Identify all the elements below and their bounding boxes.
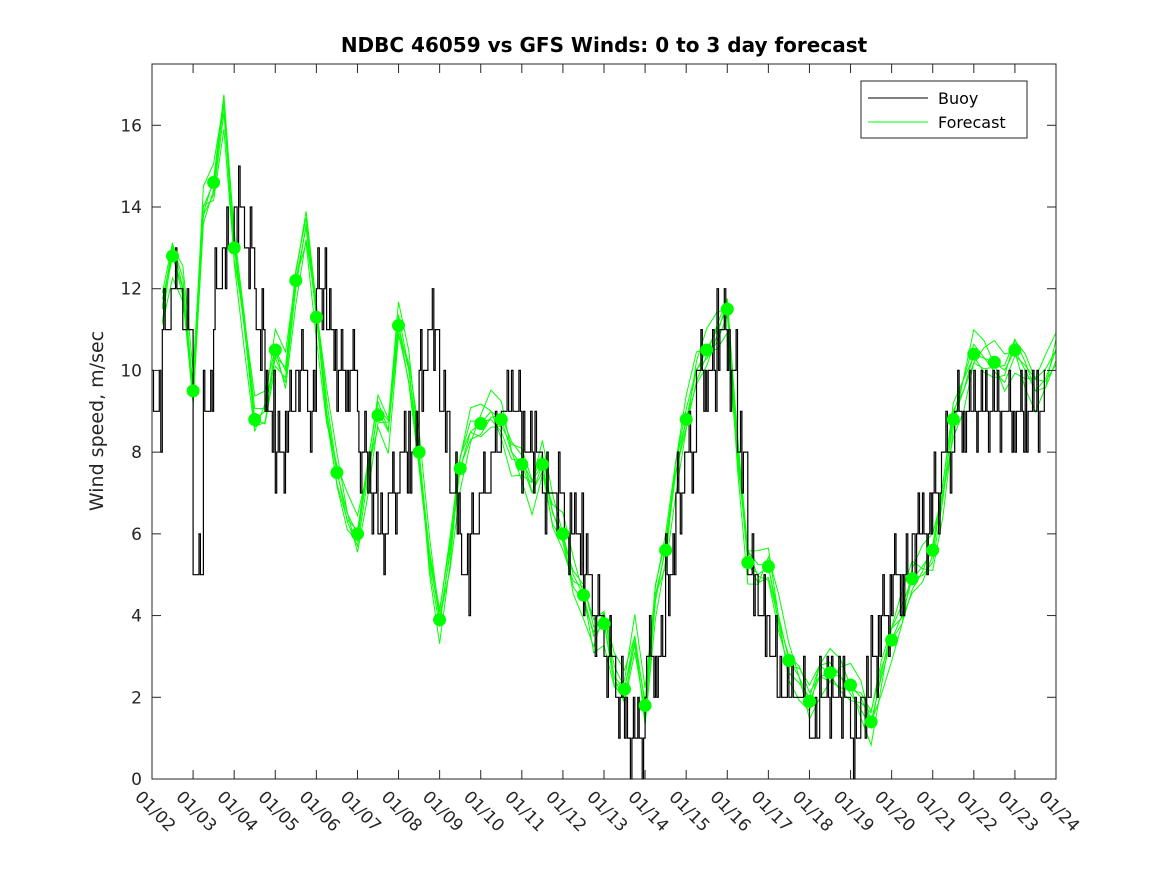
legend-buoy-label: Buoy (938, 89, 978, 108)
legend: Buoy Forecast (860, 80, 1028, 139)
forecast-marker (720, 302, 734, 316)
forecast-marker (741, 556, 755, 569)
forecast-marker (823, 666, 837, 680)
forecast-marker (844, 678, 857, 692)
forecast-marker (782, 654, 796, 667)
forecast-marker (597, 617, 611, 631)
forecast-marker (946, 413, 960, 426)
forecast-marker (494, 413, 508, 426)
y-axis-label: Wind speed, m/sec (86, 331, 108, 511)
forecast-marker (289, 274, 303, 287)
forecast-marker (186, 384, 200, 398)
forecast-marker (515, 457, 529, 471)
forecast-marker (967, 347, 981, 361)
legend-forecast-label: Forecast (938, 113, 1006, 132)
forecast-marker (207, 176, 221, 189)
forecast-marker (761, 560, 775, 573)
chart-title: NDBC 46059 vs GFS Winds: 0 to 3 day fore… (341, 33, 868, 57)
y-tick-label: 16 (120, 116, 142, 136)
forecast-marker (618, 682, 631, 696)
tick-layer (151, 64, 1057, 780)
forecast-marker (371, 408, 385, 422)
forecast-marker (1008, 343, 1022, 357)
forecast-marker (392, 319, 405, 332)
forecast-line-4 (161, 102, 1057, 725)
y-tick-label: 12 (120, 280, 142, 300)
forecast-marker (330, 466, 344, 480)
forecast-marker (885, 633, 899, 647)
y-tick-label: 8 (131, 443, 142, 463)
forecast-marker (577, 588, 590, 602)
forecast-marker (700, 343, 714, 357)
forecast-marker (556, 527, 570, 541)
forecast-marker (351, 527, 364, 541)
forecast-marker (412, 445, 426, 459)
forecast-marker (679, 413, 693, 426)
forecast-marker (535, 457, 549, 471)
y-tick-label: 2 (131, 688, 142, 708)
forecast-marker (987, 355, 1001, 369)
forecast-marker (926, 543, 940, 557)
forecast-marker (864, 715, 878, 729)
legend-box (860, 80, 1028, 139)
buoy-line (152, 165, 1046, 780)
y-tick-label: 10 (120, 361, 142, 381)
forecast-marker (803, 694, 816, 708)
forecast-marker (659, 543, 673, 557)
y-tick-label: 6 (131, 525, 142, 545)
y-tick-label: 0 (131, 770, 142, 790)
forecast-marker (638, 699, 652, 712)
forecast-marker (268, 343, 282, 357)
forecast-marker (474, 417, 488, 430)
forecast-marker (166, 249, 179, 263)
forecast-marker (309, 310, 323, 324)
plot-area (151, 63, 1057, 780)
forecast-marker (905, 572, 919, 586)
forecast-marker-layer (166, 176, 1022, 729)
buoy-series-layer (152, 165, 1046, 780)
forecast-marker (433, 613, 447, 627)
forecast-marker (453, 462, 467, 475)
y-tick-label: 4 (131, 607, 142, 627)
forecast-marker (227, 241, 241, 255)
y-tick-label: 14 (120, 198, 142, 218)
axes-background (152, 64, 1056, 779)
forecast-marker (248, 413, 262, 426)
forecast-line-6 (161, 112, 1057, 730)
